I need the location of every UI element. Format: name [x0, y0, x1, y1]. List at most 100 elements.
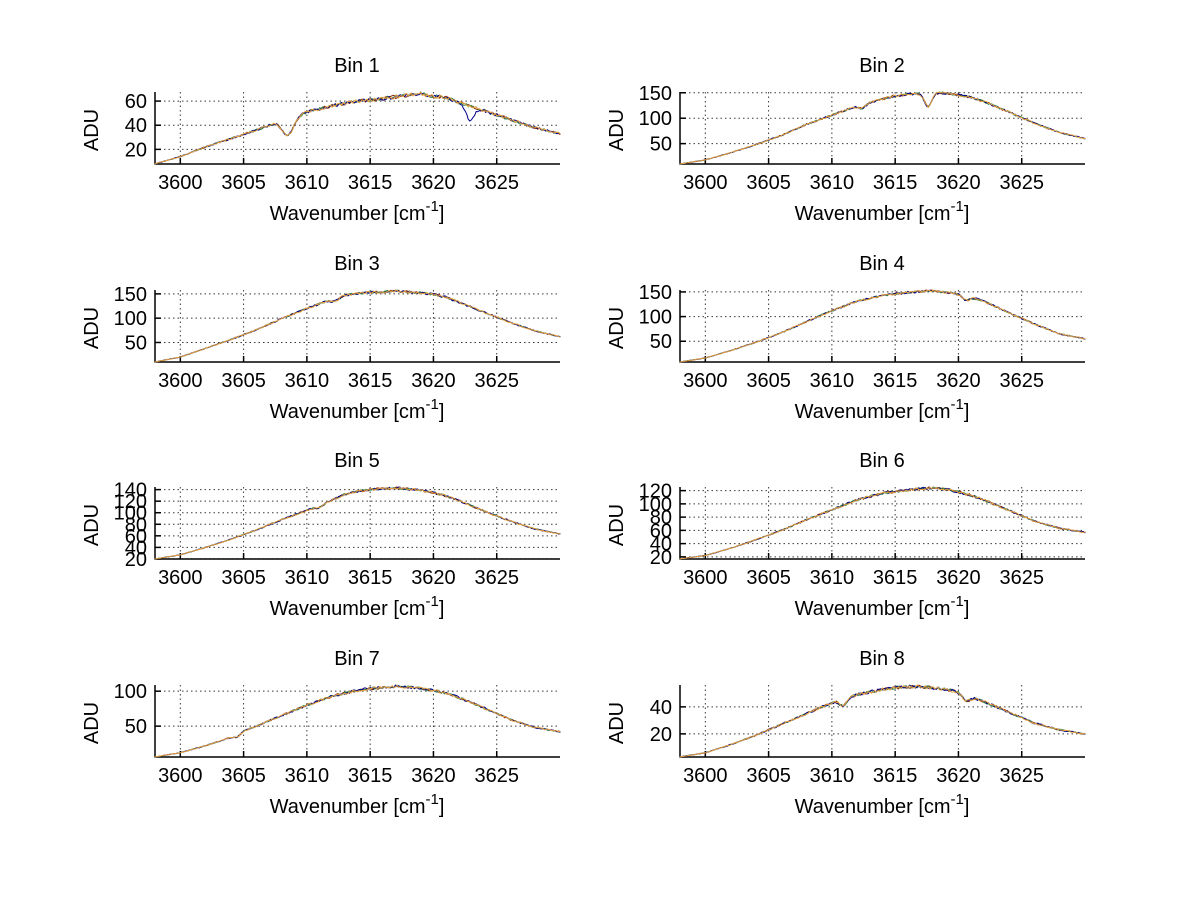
x-axis-label: Wavenumber [cm-1]: [270, 791, 445, 818]
spectrum-line-under: [679, 289, 1086, 363]
spectrum-line-under: [679, 91, 1086, 165]
spectrum-line-under: [679, 684, 1086, 758]
x-tick-label: 3610: [285, 370, 330, 392]
spectrum-line-main: [679, 289, 1086, 363]
x-tick-label: 3600: [158, 567, 203, 589]
spectrum-line-under: [154, 290, 561, 363]
spectrum-line-under: [679, 684, 1086, 758]
x-tick-label: 3620: [411, 370, 456, 392]
x-tick-label: 3625: [999, 172, 1044, 194]
x-tick-label: 3600: [683, 172, 728, 194]
x-tick-label: 3605: [221, 172, 266, 194]
x-tick-label: 3605: [221, 567, 266, 589]
x-tick-label: 3615: [873, 567, 918, 589]
subplot-bin-8: Bin 8 ADU 3600 3605 3610 3615 3620 3625 20 40 W…: [606, 648, 1086, 818]
y-axis-label: ADU: [81, 307, 103, 349]
y-tick-label: 100: [639, 494, 672, 516]
y-tick-label: 100: [114, 308, 147, 330]
x-tick-label: 3620: [411, 567, 456, 589]
spectrum-line-under: [154, 91, 561, 165]
spectrum-line-main: [679, 91, 1086, 165]
spectrum-line-under: [154, 92, 561, 165]
y-tick-label: 40: [650, 534, 672, 556]
y-tick-label: 150: [114, 284, 147, 306]
x-tick-label: 3625: [999, 370, 1044, 392]
x-tick-label: 3610: [810, 172, 855, 194]
spectrum-line-under: [154, 684, 561, 758]
x-tick-label: 3600: [683, 370, 728, 392]
x-tick-label: 3625: [474, 567, 519, 589]
x-tick-label: 3620: [936, 765, 981, 787]
y-axis-label: ADU: [606, 702, 628, 744]
x-tick-label: 3615: [348, 765, 393, 787]
y-tick-label: 150: [639, 83, 672, 105]
axis-lines: [154, 685, 560, 758]
axis-lines: [679, 290, 1085, 363]
plot-area: 3600 3605 3610 3615 3620 3625 20 40: [650, 684, 1086, 787]
spectrum-line-under: [154, 289, 561, 363]
y-tick-label: 40: [125, 115, 147, 137]
spectrum-line-main: [154, 684, 561, 758]
x-tick-label: 3620: [936, 370, 981, 392]
spectrum-line-main: [154, 289, 561, 363]
spectrum-line-under: [679, 684, 1086, 758]
subplot-bin-1: Bin 1 ADU 3600 3605 3610 3615 3620 3625 204060…: [81, 55, 561, 225]
subplot-title: Bin 4: [859, 253, 905, 275]
x-axis-label: Wavenumber [cm-1]: [795, 791, 970, 818]
spectrum-line-under: [154, 486, 561, 560]
subplot-title: Bin 7: [334, 648, 380, 670]
x-tick-label: 3625: [999, 765, 1044, 787]
y-tick-label: 60: [125, 526, 147, 548]
subplot-title: Bin 5: [334, 450, 380, 472]
subplot-bin-2: Bin 2 ADU 3600 3605 3610 3615 3620 3625 50 100 1…: [606, 55, 1086, 225]
axis-lines: [154, 92, 560, 165]
x-tick-label: 3625: [474, 172, 519, 194]
spectrum-line-under: [154, 91, 561, 165]
y-tick-label: 120: [114, 491, 147, 513]
y-tick-label: 80: [125, 514, 147, 536]
spectrum-line-under: [154, 684, 561, 758]
x-tick-label: 3620: [936, 567, 981, 589]
x-tick-label: 3605: [221, 765, 266, 787]
x-tick-label: 3605: [746, 567, 791, 589]
x-tick-label: 3600: [683, 765, 728, 787]
x-tick-label: 3615: [873, 172, 918, 194]
plot-area: 3600 3605 3610 3615 3620 3625 50 100: [114, 681, 561, 787]
x-axis-label: Wavenumber [cm-1]: [270, 396, 445, 423]
y-tick-label: 60: [650, 520, 672, 542]
y-tick-label: 20: [125, 549, 147, 571]
x-tick-label: 3600: [158, 765, 203, 787]
x-tick-label: 3610: [285, 567, 330, 589]
spectrum-line-under: [154, 486, 561, 560]
y-axis-label: ADU: [606, 307, 628, 349]
x-tick-label: 3615: [348, 567, 393, 589]
y-tick-label: 100: [639, 307, 672, 329]
y-axis-label: ADU: [606, 109, 628, 151]
subplot-bin-5: Bin 5 ADU 3600 3605 3610 3615 3620 3625 204060…: [81, 450, 561, 620]
x-tick-label: 3615: [873, 370, 918, 392]
spectrum-line-main: [154, 91, 561, 165]
y-tick-label: 20: [125, 139, 147, 161]
x-tick-label: 3625: [999, 567, 1044, 589]
x-tick-label: 3615: [348, 370, 393, 392]
axis-lines: [154, 290, 560, 363]
y-axis-label: ADU: [81, 109, 103, 151]
spectrum-line-under: [679, 91, 1086, 165]
x-tick-label: 3610: [810, 765, 855, 787]
x-tick-label: 3615: [873, 765, 918, 787]
spectrum-line-under: [679, 289, 1086, 363]
spectrum-line-under: [679, 486, 1086, 560]
x-tick-label: 3610: [285, 172, 330, 194]
y-axis-label: ADU: [81, 702, 103, 744]
spectrum-line-under: [679, 486, 1086, 560]
x-tick-label: 3600: [683, 567, 728, 589]
x-tick-label: 3605: [746, 765, 791, 787]
y-tick-label: 120: [639, 481, 672, 503]
y-tick-label: 100: [114, 503, 147, 525]
plot-area: 3600 3605 3610 3615 3620 3625 2040608010012014…: [114, 480, 561, 589]
x-axis-label: Wavenumber [cm-1]: [795, 396, 970, 423]
